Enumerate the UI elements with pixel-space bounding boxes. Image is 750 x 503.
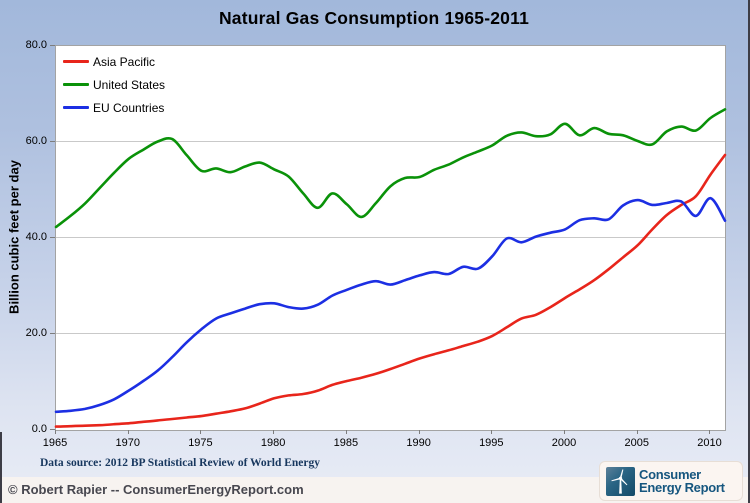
legend-item-united-states: United States bbox=[63, 77, 166, 92]
x-tick-mark bbox=[564, 430, 566, 434]
logo-line-1: Consumer bbox=[639, 467, 701, 482]
copyright-text: © Robert Rapier -- ConsumerEnergyReport.… bbox=[8, 482, 304, 497]
logo-line-2: Energy Report bbox=[639, 480, 725, 495]
gridline-40 bbox=[56, 237, 725, 238]
x-tick-mark bbox=[127, 430, 129, 434]
legend-swatch-eu-countries bbox=[63, 106, 89, 109]
gridline-20 bbox=[56, 333, 725, 334]
data-source-note: Data source: 2012 BP Statistical Review … bbox=[40, 457, 321, 469]
y-tick-mark bbox=[50, 45, 55, 46]
chart-title: Natural Gas Consumption 1965-2011 bbox=[218, 8, 530, 28]
y-tick-label: 60.0 bbox=[25, 135, 47, 147]
y-tick-mark bbox=[50, 237, 55, 238]
legend-label: Asia Pacific bbox=[93, 54, 156, 69]
x-tick-mark bbox=[491, 430, 493, 434]
x-tick-label: 1965 bbox=[42, 437, 68, 449]
y-tick-label: 80.0 bbox=[25, 39, 47, 51]
legend-label: EU Countries bbox=[93, 100, 165, 115]
series-line-eu-countries bbox=[54, 196, 727, 414]
gridline-60 bbox=[56, 141, 725, 142]
x-tick-mark bbox=[55, 430, 56, 434]
legend-item-asia-pacific: Asia Pacific bbox=[63, 54, 165, 69]
legend-label: United States bbox=[93, 77, 166, 92]
y-tick-mark bbox=[50, 141, 55, 142]
y-tick-label: 20.0 bbox=[25, 327, 47, 339]
x-tick-label: 1985 bbox=[333, 437, 359, 449]
frame-border bbox=[0, 432, 2, 503]
series-line-united-states bbox=[54, 108, 727, 229]
plot-area: Asia Pacific United States EU Countries bbox=[54, 45, 727, 431]
legend-swatch-asia-pacific bbox=[63, 60, 89, 63]
x-tick-label: 1995 bbox=[479, 437, 504, 449]
x-tick-mark bbox=[418, 430, 420, 434]
y-tick-label: 40.0 bbox=[25, 231, 47, 243]
x-tick-label: 1980 bbox=[260, 437, 286, 449]
consumer-energy-report-logo: Consumer Energy Report bbox=[599, 461, 743, 501]
x-tick-mark bbox=[345, 430, 347, 434]
x-tick-label: 2010 bbox=[697, 437, 722, 449]
x-tick-label: 2000 bbox=[551, 437, 577, 449]
legend-swatch-united-states bbox=[63, 83, 89, 86]
x-tick-mark bbox=[709, 430, 711, 434]
x-tick-mark bbox=[200, 430, 202, 434]
chart-lines bbox=[54, 108, 727, 428]
logo-text: Consumer Energy Report bbox=[639, 468, 725, 494]
x-tick-label: 1990 bbox=[406, 437, 431, 449]
y-tick-mark bbox=[50, 429, 55, 430]
x-tick-mark bbox=[636, 430, 638, 434]
legend-item-eu-countries: EU Countries bbox=[63, 100, 165, 115]
legend: Asia Pacific United States EU Countries bbox=[63, 55, 165, 124]
wind-turbine-icon bbox=[606, 466, 635, 496]
x-tick-mark bbox=[273, 430, 275, 434]
y-tick-label: 0.0 bbox=[31, 423, 47, 435]
x-tick-label: 1975 bbox=[188, 437, 213, 449]
y-tick-mark bbox=[50, 333, 55, 334]
x-tick-label: 2005 bbox=[624, 437, 649, 449]
series-line-asia-pacific bbox=[54, 153, 727, 428]
x-tick-label: 1970 bbox=[115, 437, 140, 449]
